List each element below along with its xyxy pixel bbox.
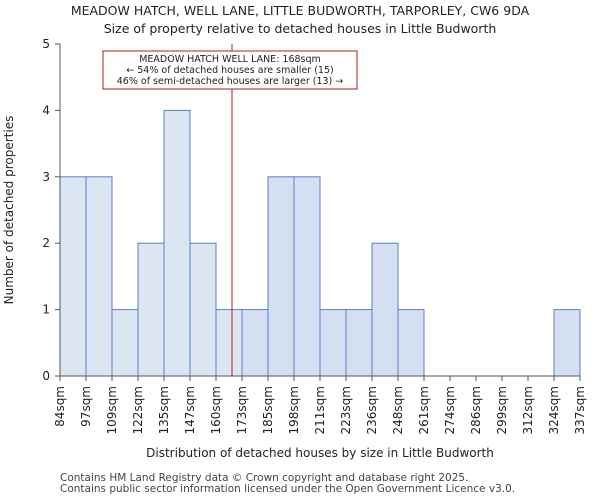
bar-97sqm: [85, 176, 113, 377]
x-tick-label: 97sqm: [79, 386, 93, 427]
y-tick-label: 0: [42, 369, 50, 383]
y-axis-label: Number of detached properties: [2, 116, 16, 305]
y-tick-label: 3: [42, 170, 50, 184]
bar-135sqm: [163, 109, 191, 377]
footer-line-1: Contains HM Land Registry data © Crown c…: [60, 472, 469, 484]
y-tick-label: 2: [42, 236, 50, 250]
x-tick-label: 286sqm: [469, 386, 483, 434]
annotation-line-1: MEADOW HATCH WELL LANE: 168sqm: [139, 54, 321, 65]
y-tick-label: 5: [42, 37, 50, 51]
annotation-line-2: ← 54% of detached houses are smaller (15…: [126, 65, 333, 76]
x-tick-label: 160sqm: [209, 386, 223, 434]
x-tick-label: 312sqm: [521, 386, 535, 434]
y-tick-label: 4: [42, 103, 50, 117]
x-tick-label: 84sqm: [53, 386, 67, 427]
bars-group: [59, 109, 581, 377]
x-axis-label: Distribution of detached houses by size …: [146, 446, 494, 460]
bar-122sqm: [137, 242, 165, 377]
x-tick-label: 135sqm: [157, 386, 171, 434]
y-axis: 0 1 2 3 4 5: [42, 37, 61, 383]
chart-subtitle: Size of property relative to detached ho…: [104, 21, 497, 36]
annotation-box: MEADOW HATCH WELL LANE: 168sqm ← 54% of …: [102, 50, 358, 90]
x-axis: 84sqm 97sqm 109sqm 122sqm 135sqm 147sqm 160sqm…: [53, 375, 587, 434]
bar-211sqm: [319, 309, 347, 377]
x-tick-label: 147sqm: [183, 386, 197, 434]
bar-84sqm: [59, 176, 87, 377]
x-tick-label: 109sqm: [105, 386, 119, 434]
histogram-chart: MEADOW HATCH, WELL LANE, LITTLE BUDWORTH…: [2, 3, 587, 460]
footer: Contains HM Land Registry data © Crown c…: [60, 473, 515, 495]
x-tick-label: 236sqm: [365, 386, 379, 434]
annotation-line-3: 46% of semi-detached houses are larger (…: [117, 76, 344, 87]
x-tick-label: 211sqm: [313, 386, 327, 434]
bar-109sqm: [111, 309, 139, 377]
footer-line-2: Contains public sector information licen…: [60, 483, 516, 495]
bar-324sqm: [553, 309, 581, 377]
x-tick-label: 122sqm: [131, 386, 145, 434]
bar-248sqm: [397, 309, 425, 377]
x-tick-label: 185sqm: [261, 386, 275, 434]
x-tick-label: 223sqm: [339, 386, 353, 434]
x-tick-label: 337sqm: [573, 386, 587, 434]
bar-147sqm: [189, 242, 217, 377]
bar-173sqm: [241, 309, 269, 377]
x-tick-label: 299sqm: [495, 386, 509, 434]
x-tick-label: 198sqm: [287, 386, 301, 434]
x-tick-label: 274sqm: [443, 386, 457, 434]
x-tick-label: 248sqm: [391, 386, 405, 434]
bar-198sqm: [293, 176, 321, 377]
x-tick-label: 324sqm: [547, 386, 561, 434]
y-tick-label: 1: [42, 303, 50, 317]
x-tick-label: 173sqm: [235, 386, 249, 434]
bar-160sqm: [215, 309, 243, 377]
x-tick-label: 261sqm: [417, 386, 431, 434]
chart-title: MEADOW HATCH, WELL LANE, LITTLE BUDWORTH…: [71, 3, 530, 18]
bar-185sqm: [267, 176, 295, 377]
bar-236sqm: [371, 242, 399, 377]
bar-223sqm: [345, 309, 373, 377]
